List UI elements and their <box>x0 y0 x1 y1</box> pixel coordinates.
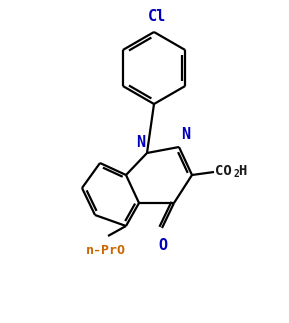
Text: N: N <box>181 127 190 142</box>
Text: Cl: Cl <box>148 9 166 24</box>
Text: n-PrO: n-PrO <box>86 244 126 257</box>
Text: N: N <box>136 135 145 150</box>
Text: H: H <box>238 164 247 178</box>
Text: CO: CO <box>215 164 232 178</box>
Text: 2: 2 <box>233 169 239 179</box>
Text: O: O <box>158 238 168 253</box>
